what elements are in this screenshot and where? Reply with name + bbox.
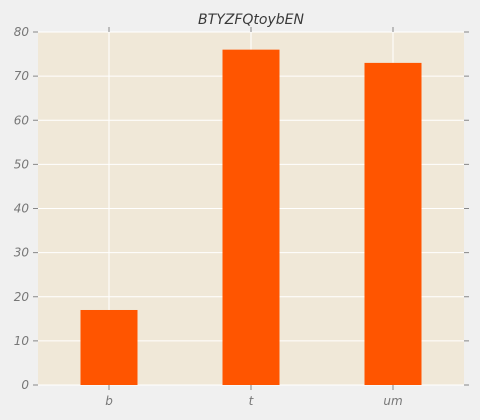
- x-axis-tick-labels: b t um: [105, 394, 402, 408]
- bars: [80, 49, 422, 386]
- x-tick-label-t: t: [249, 394, 255, 408]
- bar-t: [222, 49, 280, 386]
- y-tick-label: 20: [14, 290, 30, 304]
- y-tick-label: 80: [14, 25, 30, 39]
- bar-b: [80, 309, 138, 385]
- x-tick-label-um: um: [383, 394, 402, 408]
- y-tick-label: 30: [14, 246, 30, 260]
- y-tick-label: 0: [21, 378, 29, 392]
- y-tick-label: 70: [14, 69, 30, 83]
- y-tick-label: 40: [14, 202, 30, 216]
- bar-um: [364, 62, 422, 385]
- x-tick-label-b: b: [105, 394, 113, 408]
- y-axis-tick-labels: 0 10 20 30 40 50 60 70 80: [14, 25, 30, 392]
- chart-title: BTYZFQtoybEN: [198, 12, 304, 28]
- axis-ticks: [33, 27, 469, 390]
- y-tick-label: 50: [14, 157, 30, 171]
- y-tick-label: 10: [14, 334, 30, 348]
- y-tick-label: 60: [14, 113, 30, 127]
